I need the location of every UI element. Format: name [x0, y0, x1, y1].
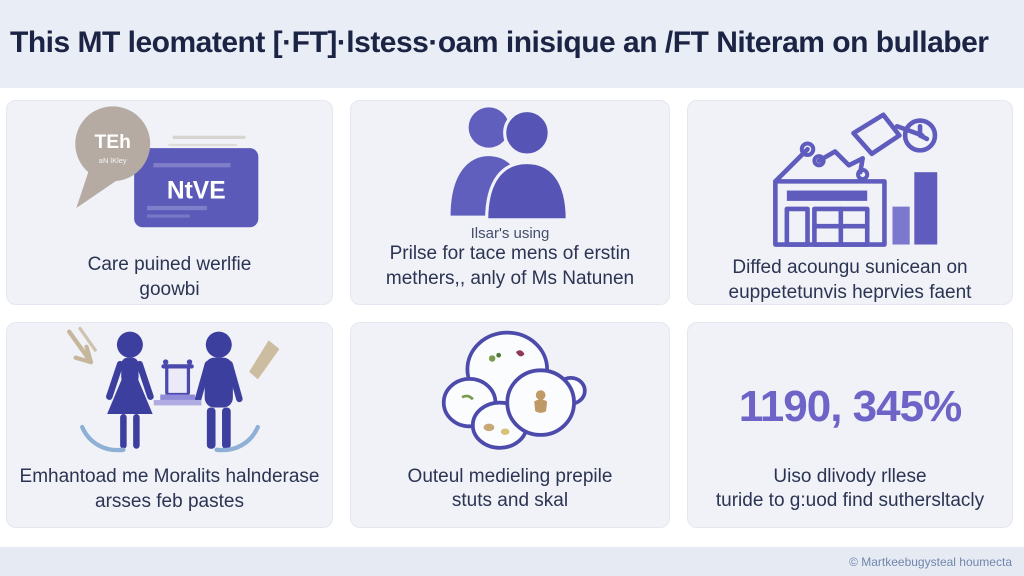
- card-tech-message: NtVE TEh aN lKley Care puined werlfie go…: [6, 100, 333, 305]
- card-statistic: 1190, 345% Uiso dlivody rllese turide to…: [687, 322, 1013, 528]
- users-sub-label: Ilsar's using: [470, 225, 550, 242]
- bubble-label-text: TEh: [94, 132, 130, 153]
- card-caption: Outeul medieling prepile stuts and skal: [407, 465, 613, 512]
- storefront-chart-clock-icon: [773, 112, 938, 247]
- card-caption: Uiso dlivody rllese turide to g:uod find…: [715, 465, 985, 512]
- card-users: Ilsar's using Prilse for tace mens of er…: [350, 100, 670, 305]
- card-bubbles: Outeul medieling prepile stuts and skal: [350, 322, 670, 528]
- page-title: This MT leomatent [·FT]·lstess·oam inisi…: [10, 26, 989, 59]
- two-users-icon: [450, 107, 569, 222]
- speech-bubble-over-card-icon: NtVE TEh aN lKley: [74, 106, 258, 228]
- cards-grid: NtVE TEh aN lKley Care puined werlfie go…: [6, 100, 1013, 528]
- card-caption: Prilse for tace mens of erstin methers,,…: [385, 243, 635, 289]
- card-caption: Emhantoad me Moralits halnderase arsses …: [19, 466, 320, 512]
- footer-bar: © Martkeebugysteal houmecta: [0, 547, 1024, 576]
- statistic-value: 1190, 345%: [738, 381, 962, 431]
- card-people-exchange: Emhantoad me Moralits halnderase arsses …: [6, 322, 333, 528]
- card-storefront: Diffed acoungu sunicean on euppetetunvis…: [687, 100, 1013, 305]
- card-caption: Diffed acoungu sunicean on euppetetunvis…: [728, 257, 972, 303]
- thought-bubbles-icon: [441, 330, 587, 450]
- card-label-text: NtVE: [166, 177, 225, 204]
- two-people-table-arrows-icon: [66, 326, 279, 453]
- bubble-sub-label-text: aN lKley: [98, 156, 126, 165]
- card-caption: Care puined werlfie goowbi: [87, 254, 252, 300]
- copyright-text: © Martkeebugysteal houmecta: [849, 554, 1012, 569]
- header-banner: This MT leomatent [·FT]·lstess·oam inisi…: [0, 0, 1024, 88]
